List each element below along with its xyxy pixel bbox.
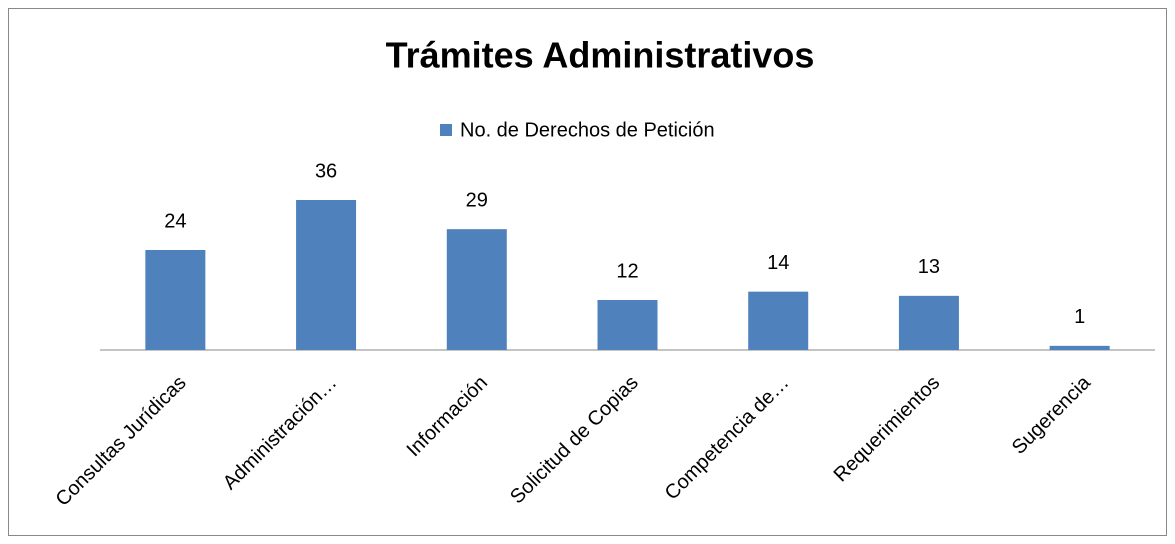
bar [898,295,959,350]
value-label: 24 [164,210,186,232]
legend-swatch [440,124,452,136]
value-label: 29 [466,189,488,211]
bar [446,229,507,350]
legend-label: No. de Derechos de Petición [460,119,715,141]
value-label: 13 [918,256,940,278]
bar [597,300,658,350]
value-label: 12 [616,260,638,282]
value-label: 14 [767,252,789,274]
bar [145,250,206,350]
bar [296,200,357,350]
bar [748,291,809,350]
value-label: 36 [315,160,337,182]
chart-title: Trámites Administrativos [386,35,815,76]
bar [1049,345,1110,350]
value-label: 1 [1074,306,1085,328]
